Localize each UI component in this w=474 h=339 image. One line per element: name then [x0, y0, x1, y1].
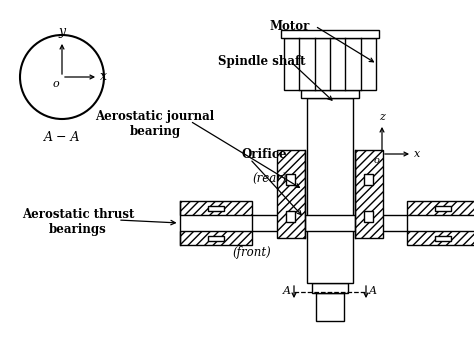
- Bar: [286, 211, 295, 222]
- Bar: [436, 205, 452, 211]
- Text: y: y: [58, 25, 65, 38]
- Bar: [253, 215, 408, 231]
- Bar: [355, 150, 383, 238]
- Text: Motor: Motor: [270, 20, 310, 33]
- Bar: [209, 205, 225, 211]
- Bar: [281, 30, 379, 38]
- Bar: [365, 174, 374, 185]
- Bar: [316, 293, 344, 321]
- Bar: [284, 38, 376, 90]
- Bar: [286, 174, 295, 185]
- Text: x: x: [100, 71, 107, 83]
- Text: Orifice: Orifice: [241, 147, 287, 160]
- Text: o: o: [373, 156, 379, 165]
- Text: Spindle shaft: Spindle shaft: [218, 55, 306, 67]
- Text: (front): (front): [233, 246, 272, 259]
- Bar: [365, 211, 374, 222]
- Text: A: A: [369, 286, 377, 296]
- Text: A: A: [283, 286, 291, 296]
- Bar: [408, 231, 474, 245]
- Bar: [209, 236, 225, 240]
- Text: Aerostatic thrust
bearings: Aerostatic thrust bearings: [22, 208, 134, 236]
- Text: (rear): (rear): [253, 173, 287, 186]
- Text: z: z: [379, 112, 385, 122]
- Text: Aerostatic journal
bearing: Aerostatic journal bearing: [95, 110, 215, 138]
- Bar: [277, 150, 305, 238]
- Bar: [312, 283, 348, 293]
- Bar: [436, 236, 452, 240]
- Bar: [301, 90, 359, 98]
- Bar: [408, 201, 474, 215]
- Bar: [307, 98, 353, 283]
- Bar: [181, 231, 253, 245]
- Text: o: o: [52, 79, 59, 89]
- Bar: [181, 201, 253, 215]
- Text: A − A: A − A: [44, 131, 80, 144]
- Text: x: x: [414, 149, 420, 159]
